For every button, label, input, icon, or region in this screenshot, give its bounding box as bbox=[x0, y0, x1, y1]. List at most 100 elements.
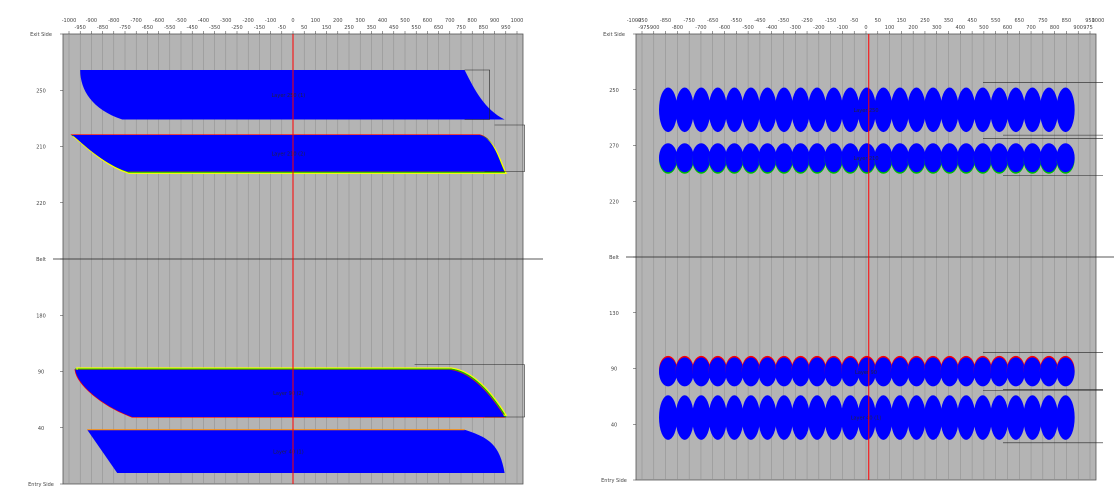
layer-bracket bbox=[484, 124, 525, 172]
x-tick-label: 250 bbox=[920, 18, 930, 24]
lobe bbox=[990, 87, 1009, 133]
x-tick-label: 550 bbox=[991, 18, 1001, 24]
x-tick-label: 250 bbox=[344, 25, 354, 31]
y-tick-label: Entry Side bbox=[601, 478, 627, 484]
lobe bbox=[1023, 395, 1042, 440]
layer-bracket bbox=[464, 69, 490, 120]
x-tick-label: 300 bbox=[355, 18, 365, 24]
lobe bbox=[890, 395, 910, 440]
lobe bbox=[791, 87, 810, 133]
layer-bracket bbox=[414, 364, 525, 418]
x-tick-label: 950 bbox=[1085, 18, 1095, 24]
x-tick-label: 1000 bbox=[511, 18, 524, 24]
x-tick-label: 300 bbox=[932, 25, 942, 31]
lobe bbox=[973, 395, 992, 440]
x-tick-label: 850 bbox=[479, 25, 489, 31]
x-tick-label: 600 bbox=[1003, 25, 1013, 31]
lobe bbox=[692, 143, 711, 173]
layer-label: Layer 90 bbox=[855, 370, 877, 376]
x-tick-label: 750 bbox=[456, 25, 466, 31]
x-tick-label: -1000 bbox=[62, 18, 77, 24]
x-tick-label: 0 bbox=[864, 25, 867, 31]
lobe bbox=[675, 87, 694, 133]
x-tick-label: -900 bbox=[86, 18, 97, 24]
x-tick-label: 50 bbox=[301, 25, 307, 31]
lobe bbox=[708, 357, 727, 387]
x-tick-label: -450 bbox=[187, 25, 198, 31]
lobe bbox=[957, 357, 976, 387]
lobe bbox=[659, 395, 678, 440]
lobe bbox=[824, 395, 843, 440]
x-tick-label-red: 975 bbox=[1083, 25, 1093, 31]
lobe bbox=[1056, 357, 1075, 387]
lobe bbox=[907, 87, 926, 133]
x-tick-label: 150 bbox=[897, 18, 907, 24]
lobe bbox=[708, 87, 727, 133]
x-tick-label: -200 bbox=[243, 18, 254, 24]
x-tick-label-red: -1000 bbox=[627, 18, 642, 24]
x-tick-label: -950 bbox=[636, 18, 647, 24]
lobe bbox=[874, 87, 893, 133]
lobe bbox=[907, 395, 926, 440]
x-tick-label: -450 bbox=[754, 18, 765, 24]
lobe bbox=[708, 395, 727, 440]
lobe bbox=[957, 395, 976, 440]
y-tick-label: 220 bbox=[36, 201, 46, 207]
x-tick-label: -300 bbox=[790, 25, 801, 31]
x-tick-label: -750 bbox=[119, 25, 130, 31]
lobe bbox=[973, 143, 992, 173]
layer-shape bbox=[72, 135, 505, 172]
lobe bbox=[725, 357, 744, 387]
lobe bbox=[758, 395, 777, 440]
lobe bbox=[808, 87, 827, 133]
lobe bbox=[841, 87, 860, 133]
x-tick-label: 650 bbox=[1014, 18, 1024, 24]
lobe bbox=[957, 87, 976, 133]
x-tick-label: -600 bbox=[719, 25, 730, 31]
x-tick-label: 150 bbox=[322, 25, 332, 31]
layer-2: Layer 210 bbox=[659, 137, 1103, 176]
lobe bbox=[692, 87, 711, 133]
x-tick-label: -800 bbox=[672, 25, 683, 31]
lobe bbox=[659, 143, 678, 173]
y-tick-label: 180 bbox=[36, 313, 46, 319]
x-tick-label: -850 bbox=[660, 18, 671, 24]
lobe bbox=[1056, 143, 1075, 173]
lobe bbox=[708, 143, 727, 173]
lobe bbox=[874, 357, 893, 387]
lobe bbox=[940, 395, 959, 440]
lobe bbox=[791, 357, 810, 387]
x-tick-label: 50 bbox=[875, 18, 881, 24]
x-tick-label: -400 bbox=[198, 18, 209, 24]
layer-label: Layer 90 (2) bbox=[273, 391, 304, 397]
x-tick-label: 900 bbox=[1073, 25, 1083, 31]
lobe bbox=[824, 357, 843, 387]
x-tick-label: 900 bbox=[490, 18, 500, 24]
x-tick-label: 800 bbox=[467, 18, 477, 24]
x-tick-label: -500 bbox=[175, 18, 186, 24]
x-tick-label: -350 bbox=[778, 18, 789, 24]
y-tick-label: Exit Side bbox=[30, 32, 52, 38]
lobe bbox=[973, 87, 992, 133]
y-tick-label: Exit Side bbox=[603, 32, 625, 38]
lobe bbox=[725, 395, 744, 440]
lobe bbox=[923, 395, 943, 440]
x-tick-label: 200 bbox=[908, 25, 918, 31]
y-tick-label: Entry Side bbox=[28, 482, 54, 488]
lobe bbox=[675, 357, 694, 387]
lobe bbox=[1023, 143, 1042, 173]
layer-label: Layer 40 (1) bbox=[851, 416, 882, 422]
layer-shape bbox=[75, 369, 505, 417]
lobe bbox=[857, 143, 876, 173]
x-tick-label: 500 bbox=[400, 18, 410, 24]
y-tick-label: 250 bbox=[36, 88, 46, 94]
x-tick-label: -800 bbox=[108, 18, 119, 24]
lobe bbox=[1006, 87, 1025, 133]
lobe bbox=[890, 357, 910, 387]
x-tick-label: -150 bbox=[825, 18, 836, 24]
x-tick-label: -650 bbox=[707, 18, 718, 24]
y-tick-label: 130 bbox=[609, 311, 619, 317]
lobe bbox=[741, 357, 761, 387]
lobe bbox=[725, 143, 744, 173]
